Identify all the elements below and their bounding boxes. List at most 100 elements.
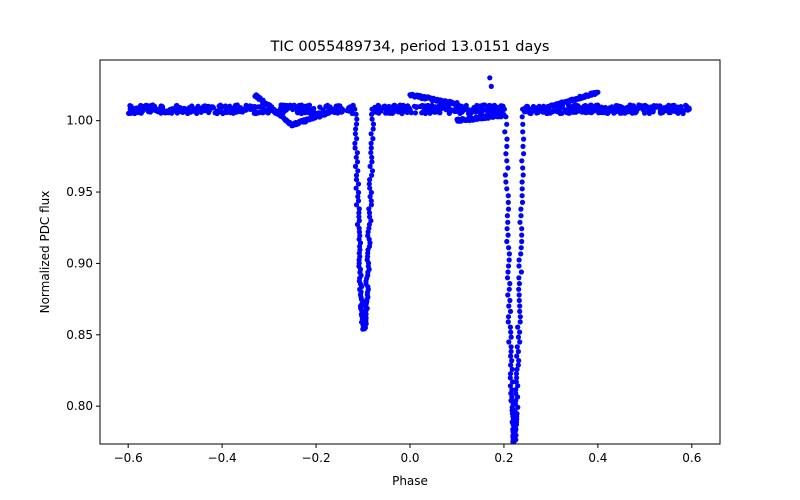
data-point xyxy=(519,186,525,192)
data-point xyxy=(517,339,523,345)
data-point xyxy=(565,110,571,116)
x-tick-label: 0.0 xyxy=(400,451,419,465)
data-point xyxy=(508,334,514,340)
data-point xyxy=(138,102,144,109)
data-point xyxy=(473,109,479,115)
data-point xyxy=(353,121,360,127)
data-point xyxy=(355,194,361,200)
data-point xyxy=(353,172,360,178)
data-point xyxy=(370,126,376,132)
data-point xyxy=(505,314,512,320)
data-point xyxy=(354,159,361,165)
x-axis: −0.6 −0.4 −0.2 0.0 0.2 0.4 0.6 xyxy=(114,444,701,465)
data-point xyxy=(506,303,512,309)
data-point xyxy=(508,344,514,350)
data-point xyxy=(164,108,170,114)
data-point xyxy=(519,226,525,232)
data-point xyxy=(534,108,541,114)
data-point xyxy=(367,194,373,200)
data-point xyxy=(234,102,240,108)
data-point xyxy=(354,136,360,142)
data-point xyxy=(530,104,536,111)
data-point xyxy=(471,105,477,111)
x-tick-label: −0.2 xyxy=(301,451,330,465)
y-tick-label: 0.80 xyxy=(66,399,93,413)
data-point xyxy=(517,314,523,320)
data-point xyxy=(612,107,618,113)
data-point xyxy=(520,143,526,149)
data-point xyxy=(520,106,526,112)
data-point xyxy=(422,110,428,117)
data-point xyxy=(382,103,388,109)
data-point xyxy=(355,189,362,196)
data-point xyxy=(675,104,681,110)
data-point xyxy=(366,210,373,216)
data-point xyxy=(127,103,133,109)
data-point xyxy=(640,103,646,109)
data-point xyxy=(502,129,508,135)
data-point xyxy=(210,104,216,110)
data-point xyxy=(150,104,156,110)
data-point xyxy=(504,186,510,192)
data-point xyxy=(521,136,527,142)
data-point xyxy=(299,104,305,110)
data-point xyxy=(504,158,510,164)
data-point xyxy=(404,107,410,113)
data-point xyxy=(352,131,358,137)
data-point xyxy=(517,319,523,325)
data-point xyxy=(327,104,333,110)
data-point xyxy=(243,107,249,113)
data-point xyxy=(505,165,511,171)
plot-frame xyxy=(99,59,721,445)
data-point xyxy=(445,107,452,113)
data-point xyxy=(515,383,521,389)
data-point xyxy=(651,103,658,109)
x-tick-label: −0.6 xyxy=(114,451,143,465)
data-point xyxy=(515,362,521,368)
data-point xyxy=(504,136,510,142)
data-point xyxy=(356,225,362,231)
data-point xyxy=(514,344,520,350)
data-point xyxy=(412,110,418,116)
data-point xyxy=(194,108,200,114)
data-point xyxy=(368,189,374,196)
chart-title: TIC 0055489734, period 13.0151 days xyxy=(270,39,550,55)
data-point xyxy=(544,110,550,116)
data-point xyxy=(488,83,494,89)
data-point xyxy=(520,165,526,171)
data-point xyxy=(541,107,547,113)
data-point xyxy=(251,107,257,114)
data-point xyxy=(367,163,373,169)
data-point xyxy=(367,177,373,183)
y-tick-label: 0.95 xyxy=(66,185,93,199)
data-point xyxy=(247,103,253,109)
data-point xyxy=(634,107,640,113)
data-point xyxy=(327,109,333,115)
data-point xyxy=(516,286,522,292)
data-point xyxy=(672,108,678,114)
data-point xyxy=(508,362,514,368)
data-point xyxy=(481,107,487,113)
data-point xyxy=(368,202,374,208)
data-point xyxy=(518,269,525,275)
data-point xyxy=(387,108,394,114)
data-point xyxy=(356,206,362,212)
data-point xyxy=(517,329,523,335)
data-point xyxy=(514,353,520,359)
data-point xyxy=(548,109,554,115)
data-point xyxy=(398,109,404,115)
data-point xyxy=(504,226,510,232)
data-point xyxy=(355,181,362,187)
data-point xyxy=(519,193,525,199)
x-tick-label: 0.2 xyxy=(494,451,513,465)
data-point xyxy=(519,179,525,185)
data-point xyxy=(516,292,522,298)
data-point xyxy=(521,151,527,157)
data-point xyxy=(323,103,329,109)
data-point xyxy=(536,103,542,109)
data-point xyxy=(505,232,511,238)
data-point xyxy=(506,257,512,263)
data-point xyxy=(352,140,358,146)
data-point xyxy=(505,219,511,225)
data-point xyxy=(189,103,195,109)
